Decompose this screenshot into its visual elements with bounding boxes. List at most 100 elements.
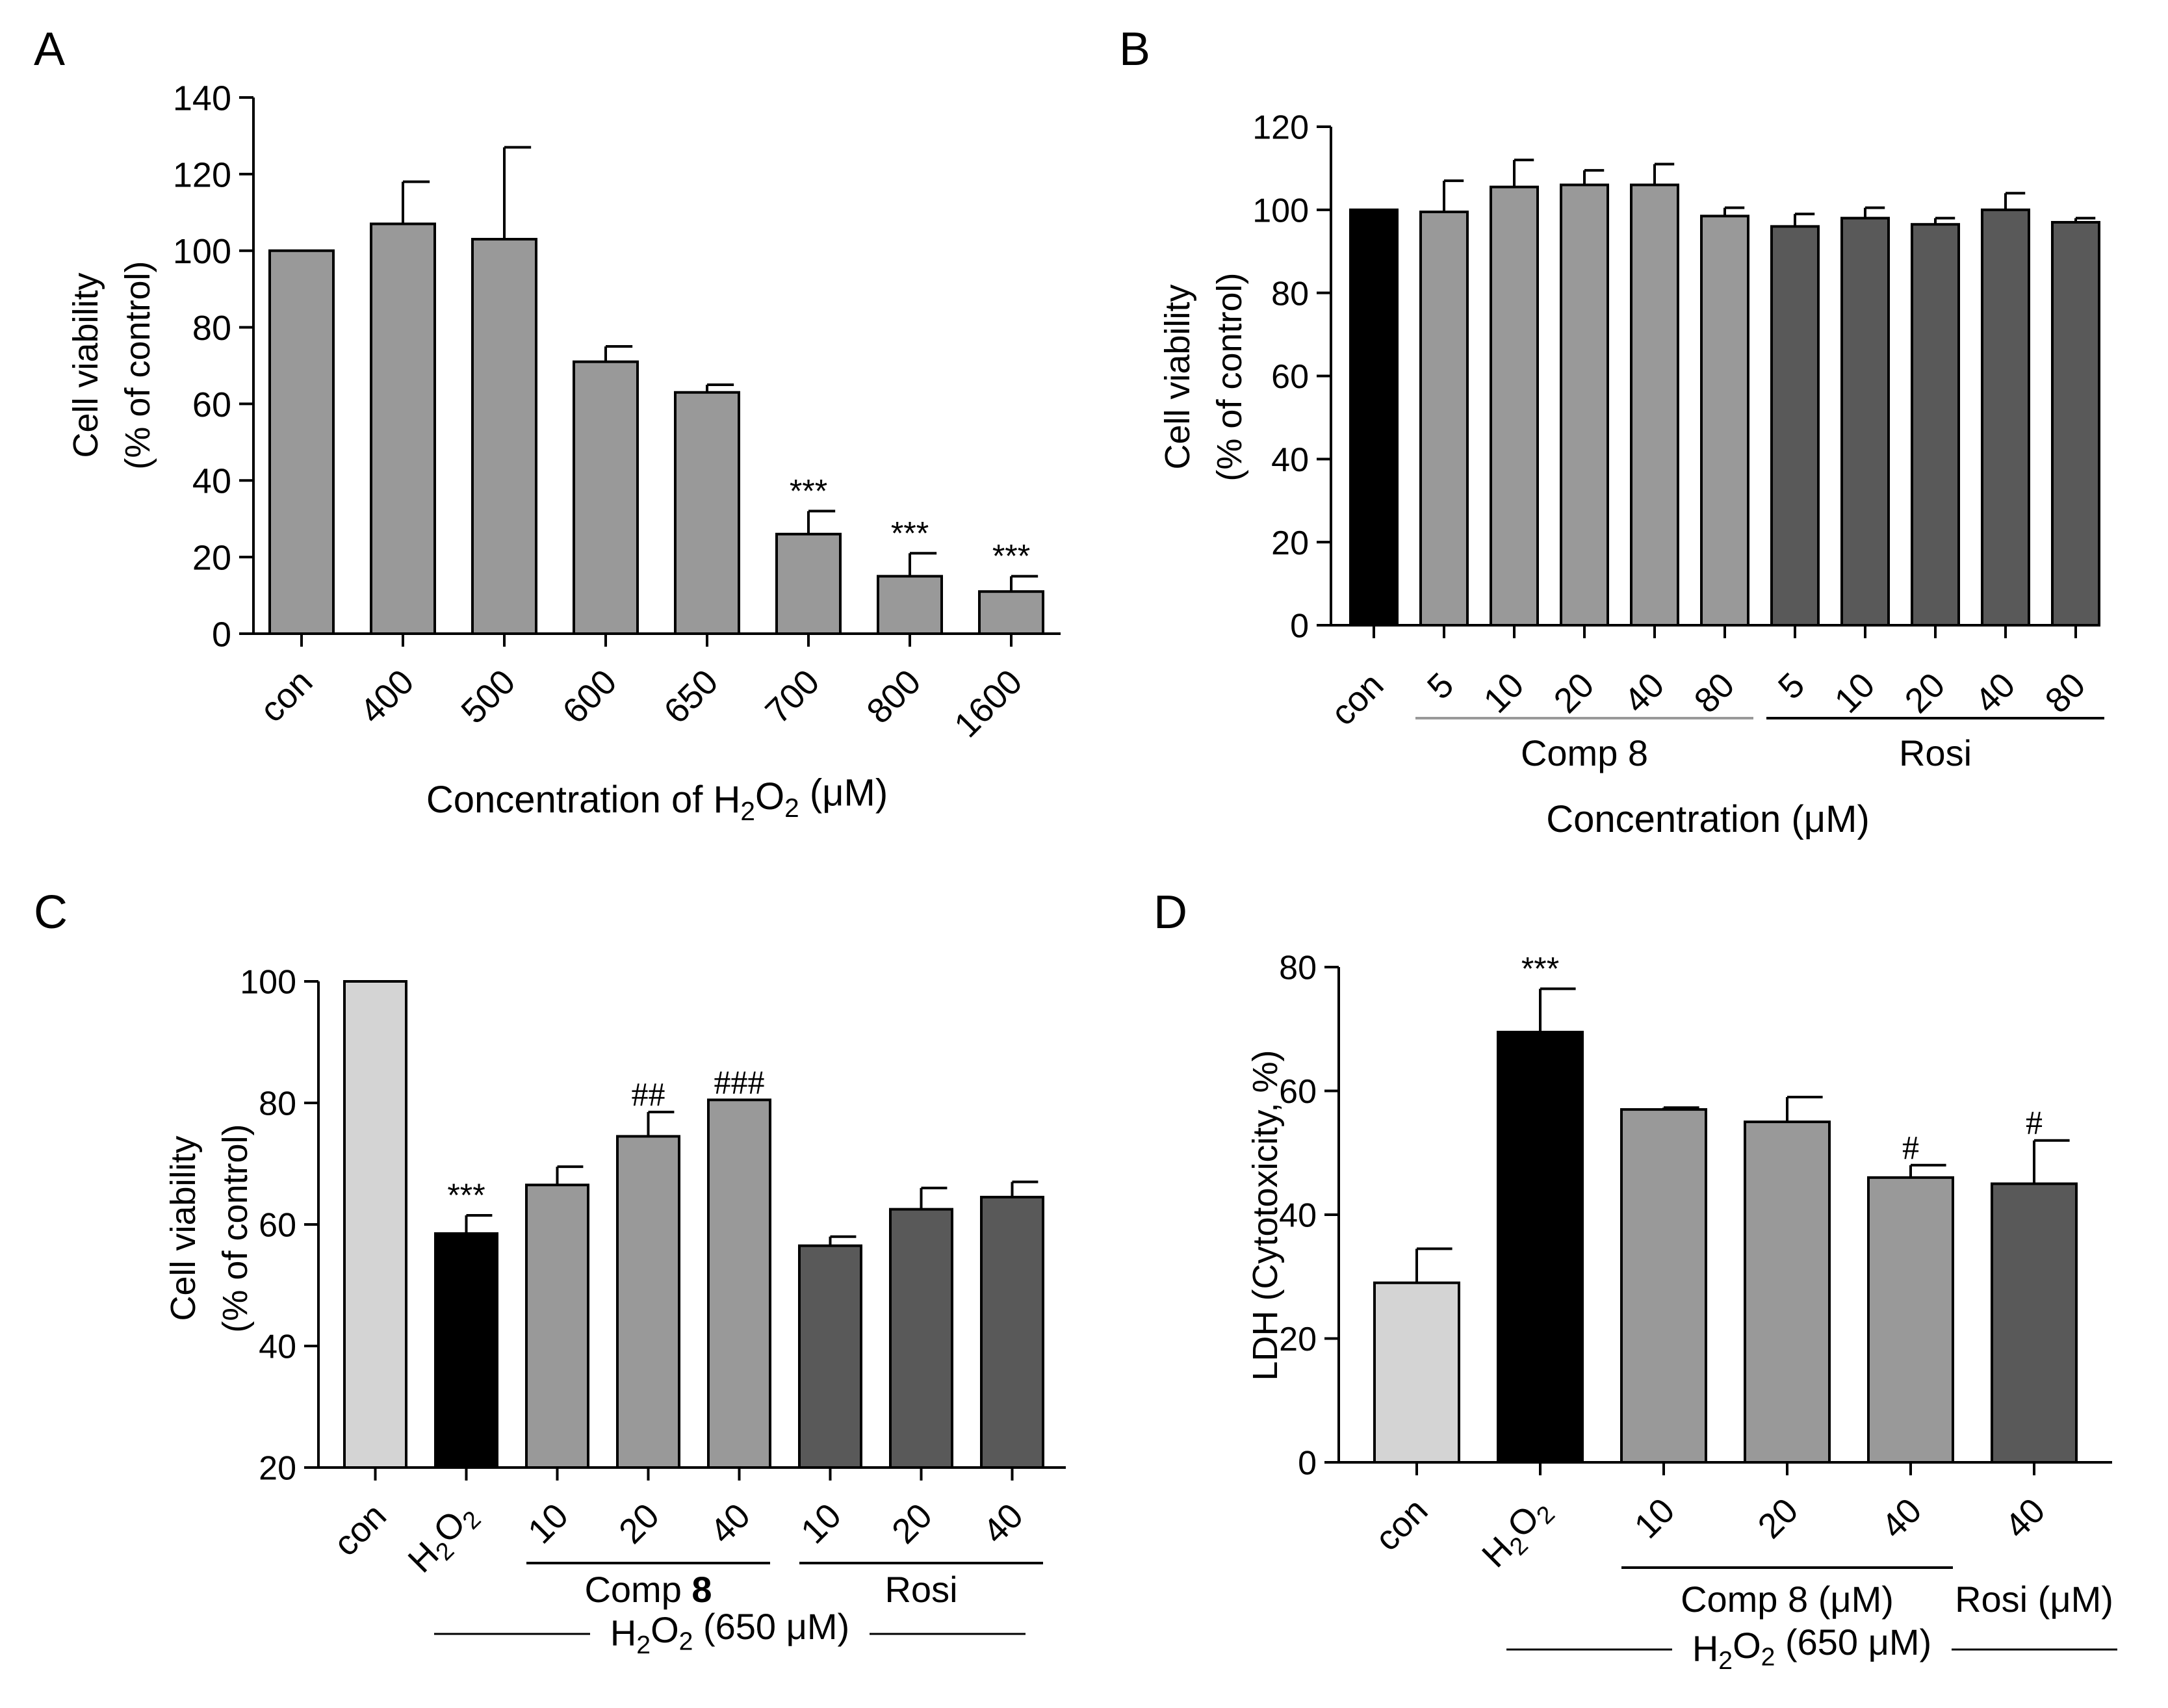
group-label: Comp 8 (1521, 732, 1648, 773)
y-tick-label: 140 (173, 79, 231, 118)
significance-label: *** (992, 538, 1030, 575)
y-tick-label: 20 (192, 539, 231, 578)
group-label: Comp 8 (584, 1569, 712, 1610)
y-tick-label: 40 (1279, 1197, 1317, 1235)
x-axis-label: Concentration of H2​O2​ (μM) (426, 772, 888, 827)
bar (798, 1244, 862, 1469)
x-tick-label: 40 (975, 1496, 1031, 1551)
bar (877, 575, 943, 635)
x-tick-label: 400 (352, 662, 421, 731)
y-tick-label: 100 (173, 232, 231, 271)
group-label: Comp 8 (μM) (1681, 1579, 1894, 1620)
x-tick-label: 80 (1687, 666, 1742, 721)
x-tick-label: 500 (454, 662, 523, 731)
y-axis-label-line2: (% of control) (216, 1124, 255, 1332)
bar (1419, 211, 1469, 627)
bar (1630, 183, 1679, 627)
significance-label: *** (447, 1177, 485, 1213)
y-tick-label: 0 (212, 615, 231, 654)
y-tick-label: 80 (192, 309, 231, 348)
y-tick-label: 100 (240, 964, 296, 1002)
x-tick-label: 20 (1751, 1491, 1806, 1546)
bar (1770, 225, 1820, 627)
y-tick-label: 20 (1279, 1321, 1317, 1358)
bar (471, 238, 537, 635)
panel-letter: B (1119, 23, 1150, 75)
y-axis-label: Cell viability (164, 1135, 203, 1321)
x-tick-label: con (1367, 1491, 1435, 1559)
y-tick-label: 120 (173, 155, 231, 194)
panel-d: D 0 20 40 60 80 LDH (Cytotoxicity, %) con H2​O2​… (1154, 886, 2117, 1675)
panel-c: C 20 40 60 80 100 Cell viability (% of control)… (34, 886, 1066, 1659)
x-tick-label: 5 (1420, 666, 1462, 707)
y-tick-label: 80 (1271, 275, 1309, 313)
x-tick-label: 10 (1827, 666, 1883, 721)
significance-label: *** (891, 515, 929, 551)
bar (2051, 221, 2100, 627)
y-axis-label-line2: (% of control) (118, 261, 157, 469)
y-tick-label: 20 (259, 1450, 296, 1488)
x-tick-label: 10 (1477, 666, 1532, 721)
bar (434, 1232, 498, 1469)
bracket-label: H2​O2​ (650 μM) (1692, 1622, 1931, 1675)
x-tick-label: 20 (612, 1496, 667, 1551)
bar (1700, 214, 1749, 627)
bar (980, 1195, 1044, 1469)
bar (707, 1098, 771, 1469)
x-tick-label: 10 (521, 1496, 576, 1551)
panel-letter: A (34, 23, 65, 75)
bar (1867, 1176, 1954, 1464)
significance-label: # (1902, 1130, 1919, 1167)
x-axis-label: Concentration (μM) (1546, 798, 1870, 840)
bar (775, 532, 842, 635)
y-axis-label: LDH (Cytotoxicity, %) (1246, 1050, 1285, 1380)
x-tick-label: H2​O2​ (398, 1494, 489, 1584)
x-tick-label: 1600 (947, 662, 1029, 745)
bar (1744, 1120, 1831, 1464)
y-tick-label: 0 (1298, 1445, 1317, 1482)
x-tick-label: H2​O2​ (1473, 1488, 1563, 1579)
significance-label: ## (632, 1076, 665, 1113)
panel-a: A 0 20 40 60 80 100 120 140 Cell viability (% of c… (34, 23, 1061, 826)
bar (1620, 1108, 1707, 1464)
x-tick-label: 5 (1771, 666, 1813, 707)
panel-letter: C (34, 886, 68, 938)
y-tick-label: 60 (1279, 1073, 1317, 1111)
bar (1490, 185, 1539, 627)
y-tick-label: 0 (1290, 608, 1309, 645)
group-label: Rosi (μM) (1955, 1579, 2113, 1620)
y-tick-label: 80 (259, 1085, 296, 1123)
bar (343, 980, 407, 1469)
y-tick-label: 120 (1252, 109, 1309, 147)
x-tick-label: 40 (1617, 666, 1672, 721)
y-axis-label: Cell viability (1158, 284, 1197, 469)
x-tick-label: con (326, 1496, 394, 1564)
y-axis-label-line2: (% of control) (1210, 272, 1249, 481)
y-tick-label: 40 (192, 462, 231, 501)
bar (1349, 208, 1399, 627)
y-tick-label: 20 (1271, 524, 1309, 562)
x-tick-label: 10 (1627, 1491, 1683, 1546)
panel-letter: D (1154, 886, 1187, 938)
y-tick-label: 80 (1279, 950, 1317, 987)
bar (573, 360, 639, 635)
x-tick-label: con (252, 662, 320, 730)
group-label: Rosi (1899, 732, 1972, 773)
significance-label: *** (790, 472, 827, 509)
bar (889, 1208, 953, 1469)
x-tick-label: 700 (758, 662, 827, 731)
significance-label: *** (1521, 950, 1559, 987)
x-tick-label: 650 (656, 662, 725, 731)
x-tick-label: 40 (703, 1496, 758, 1551)
y-tick-label: 60 (1271, 358, 1309, 396)
x-tick-label: 20 (884, 1496, 940, 1551)
y-tick-label: 100 (1252, 192, 1309, 230)
significance-label: ### (714, 1064, 765, 1101)
panel-b: B 0 20 40 60 80 100 120 Cell viability (% of cont… (1119, 23, 2104, 840)
y-tick-label: 40 (1271, 441, 1309, 479)
bar (525, 1184, 589, 1469)
group-label: Rosi (884, 1569, 957, 1610)
bar (370, 222, 436, 635)
bar (1373, 1281, 1460, 1464)
x-tick-label: con (1323, 666, 1391, 733)
